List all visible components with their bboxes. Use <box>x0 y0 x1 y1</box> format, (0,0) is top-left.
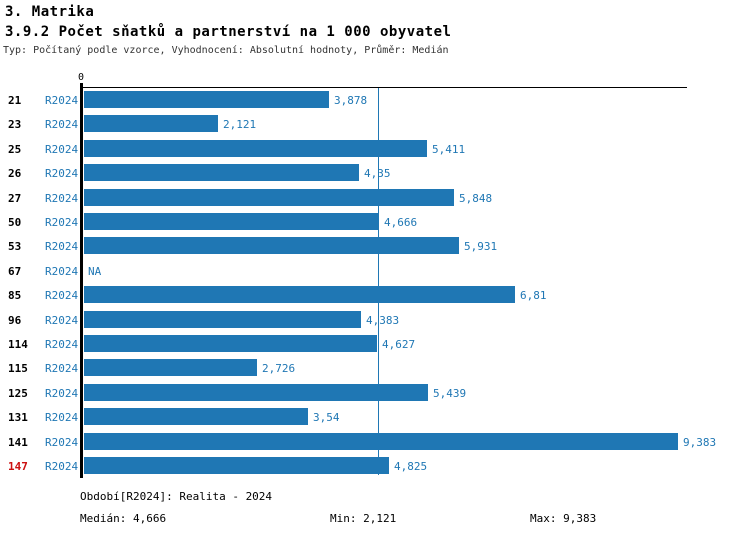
bar-value-label: 2,726 <box>262 362 296 375</box>
row-period-label: R2024 <box>45 192 79 205</box>
row-period-label: R2024 <box>45 436 79 449</box>
bar[interactable] <box>84 189 454 206</box>
row-number-label: 147 <box>8 460 28 473</box>
x-axis-line <box>81 87 687 88</box>
bar-value-label: 6,81 <box>520 289 547 302</box>
chart-row: 141 R2024 9,383 <box>0 430 750 455</box>
bar-value-label: 9,383 <box>683 436 717 449</box>
row-number-label: 131 <box>8 411 28 424</box>
row-period-label: R2024 <box>45 143 79 156</box>
bar[interactable] <box>84 115 218 132</box>
row-period-label: R2024 <box>45 240 79 253</box>
bar[interactable] <box>84 91 329 108</box>
median-line <box>378 88 379 475</box>
chart-row: 25 R2024 5,411 <box>0 137 750 162</box>
bar[interactable] <box>84 311 361 328</box>
footer-median: Medián: 4,666 <box>80 512 167 525</box>
row-period-label: R2024 <box>45 167 79 180</box>
bar[interactable] <box>84 140 427 157</box>
bar-value-label: 5,439 <box>433 387 467 400</box>
bar-value-label: 2,121 <box>223 118 257 131</box>
y-axis-line <box>80 83 83 478</box>
chart-row: 26 R2024 4,35 <box>0 161 750 186</box>
row-number-label: 96 <box>8 314 22 327</box>
bar-value-label: 4,666 <box>384 216 418 229</box>
bar-value-label: 3,54 <box>313 411 340 424</box>
bar[interactable] <box>84 359 257 376</box>
bar[interactable] <box>84 213 379 230</box>
footer-period: Období[R2024]: Realita - 2024 <box>80 490 273 503</box>
row-number-label: 53 <box>8 240 22 253</box>
bar[interactable] <box>84 237 459 254</box>
chart-row: 53 R2024 5,931 <box>0 234 750 259</box>
chart-title: 3.9.2 Počet sňatků a partnerství na 1 00… <box>5 24 452 40</box>
bar[interactable] <box>84 164 359 181</box>
bar[interactable] <box>84 457 389 474</box>
row-number-label: 114 <box>8 338 28 351</box>
chart-row: 131 R2024 3,54 <box>0 405 750 430</box>
row-period-label: R2024 <box>45 265 79 278</box>
chart-row: 67 R2024 NA <box>0 259 750 284</box>
bar-value-label: 4,627 <box>382 338 416 351</box>
row-period-label: R2024 <box>45 460 79 473</box>
row-number-label: 50 <box>8 216 22 229</box>
row-period-label: R2024 <box>45 314 79 327</box>
chart-meta-line: Typ: Počítaný podle vzorce, Vyhodnocení:… <box>3 45 449 56</box>
chart-row: 96 R2024 4,383 <box>0 308 750 333</box>
row-period-label: R2024 <box>45 362 79 375</box>
row-number-label: 125 <box>8 387 28 400</box>
row-number-label: 141 <box>8 436 28 449</box>
row-period-label: R2024 <box>45 94 79 107</box>
row-number-label: 27 <box>8 192 22 205</box>
chart-row: 125 R2024 5,439 <box>0 381 750 406</box>
bar-value-label: 5,931 <box>464 240 498 253</box>
row-number-label: 25 <box>8 143 22 156</box>
row-period-label: R2024 <box>45 118 79 131</box>
chart-row: 23 R2024 2,121 <box>0 112 750 137</box>
footer-max: Max: 9,383 <box>530 512 597 525</box>
bar-value-label: 4,383 <box>366 314 400 327</box>
bar[interactable] <box>84 433 678 450</box>
footer-min: Min: 2,121 <box>330 512 397 525</box>
bar-value-label: 5,848 <box>459 192 493 205</box>
row-number-label: 21 <box>8 94 22 107</box>
bar[interactable] <box>84 335 377 352</box>
chart-row: 147 R2024 4,825 <box>0 454 750 479</box>
row-period-label: R2024 <box>45 216 79 229</box>
row-number-label: 85 <box>8 289 22 302</box>
bar-value-label: 4,825 <box>394 460 428 473</box>
row-number-label: 23 <box>8 118 22 131</box>
chart-row: 85 R2024 6,81 <box>0 283 750 308</box>
bar[interactable] <box>84 384 428 401</box>
row-number-label: 67 <box>8 265 22 278</box>
bar-value-label: 5,411 <box>432 143 466 156</box>
row-period-label: R2024 <box>45 411 79 424</box>
bar[interactable] <box>84 286 515 303</box>
chart-row: 114 R2024 4,627 <box>0 332 750 357</box>
bar-value-label: NA <box>88 265 102 278</box>
bar-value-label: 3,878 <box>334 94 368 107</box>
page-title: 3. Matrika <box>5 4 95 20</box>
row-period-label: R2024 <box>45 289 79 302</box>
row-number-label: 26 <box>8 167 22 180</box>
chart-row: 50 R2024 4,666 <box>0 210 750 235</box>
axis-zero-label: 0 <box>78 72 85 83</box>
chart-row: 21 R2024 3,878 <box>0 88 750 113</box>
row-number-label: 115 <box>8 362 28 375</box>
chart-row: 27 R2024 5,848 <box>0 186 750 211</box>
bar[interactable] <box>84 408 308 425</box>
row-period-label: R2024 <box>45 387 79 400</box>
row-period-label: R2024 <box>45 338 79 351</box>
chart-row: 115 R2024 2,726 <box>0 356 750 381</box>
bar-value-label: 4,35 <box>364 167 391 180</box>
